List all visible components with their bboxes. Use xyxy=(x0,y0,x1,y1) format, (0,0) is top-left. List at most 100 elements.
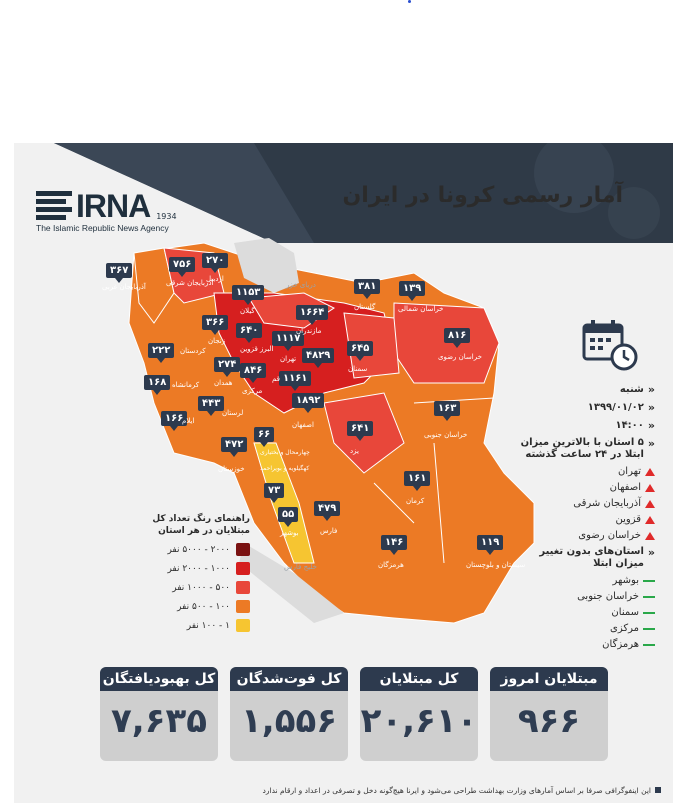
legend-label: ۱۰۰۰ - ۲۰۰۰ نفر xyxy=(167,563,230,574)
dash-icon xyxy=(643,595,655,598)
prov-label-sistan-baluchestan: سیستان و بلوچستان xyxy=(466,561,526,569)
chevron-icon: « xyxy=(647,546,655,559)
nochange-item: بوشهر xyxy=(612,575,639,586)
chevron-icon: « xyxy=(647,419,655,432)
prov-label-zanjan: زنجان xyxy=(208,337,226,345)
chevron-icon: « xyxy=(647,383,655,396)
header-banner xyxy=(54,143,673,243)
legend-swatch xyxy=(236,619,250,632)
info-time: ۱۴:۰۰ xyxy=(615,420,644,431)
legend-swatch xyxy=(236,581,250,594)
badge-mazandaran: ۱۶۶۴ xyxy=(296,305,329,325)
badge-zanjan: ۳۶۶ xyxy=(202,315,229,335)
legend-swatch xyxy=(236,543,250,556)
stat-value: ۲۰,۶۱۰ xyxy=(360,701,478,741)
prov-label-alborz: البرز xyxy=(260,345,274,353)
top5-item: اصفهان xyxy=(609,482,641,493)
prov-label-lorestan: لرستان xyxy=(222,409,244,417)
prov-label-fars: فارس xyxy=(320,527,338,535)
prov-label-east-azerbaijan: آذربایجان شرقی xyxy=(166,279,214,287)
prov-label-kohgiluyeh: کهگیلویه و بویراحمد xyxy=(260,465,310,472)
legend-label: ۱۰۰ - ۵۰۰ نفر xyxy=(177,601,230,612)
prov-label-chaharmahal: چهارمحال و بختیاری xyxy=(260,449,310,456)
dash-icon xyxy=(643,579,655,582)
top5-item: آذربایجان شرقی xyxy=(573,498,641,509)
badge-semnan: ۶۴۵ xyxy=(347,341,374,361)
badge-khuzestan: ۴۷۲ xyxy=(221,437,248,457)
badge-ardabil: ۲۷۰ xyxy=(202,253,229,273)
stat-label: کل مبتلایان xyxy=(360,667,478,691)
chevron-icon: « xyxy=(647,437,655,450)
arrow-up-icon xyxy=(645,483,655,492)
badge-fars: ۴۷۹ xyxy=(314,501,341,521)
info-day: شنبه xyxy=(619,384,644,395)
prov-label-yazd: یزد xyxy=(350,447,359,455)
stat-card-total-cases: کل مبتلایان ۲۰,۶۱۰ xyxy=(360,667,478,761)
stat-value: ۹۶۶ xyxy=(517,701,581,741)
top5-item: قزوین xyxy=(615,514,641,525)
badge-kerman: ۱۶۱ xyxy=(404,471,431,491)
prov-label-isfahan: اصفهان xyxy=(292,421,314,429)
badge-golestan: ۳۸۱ xyxy=(354,279,381,299)
square-bullet-icon xyxy=(655,787,661,793)
color-legend: راهنمای رنگ تعداد کل مبتلایان در هر استا… xyxy=(132,513,250,638)
stat-card-today: مبتلایان امروز ۹۶۶ xyxy=(490,667,608,761)
badge-khorasan-razavi: ۸۱۶ xyxy=(444,328,471,348)
stat-label: مبتلایان امروز xyxy=(490,667,608,691)
info-panel: «شنبه «۱۳۹۹/۰۱/۰۲ «۱۴:۰۰ «۵ استان با بال… xyxy=(505,383,655,655)
prov-label-qom: قم xyxy=(272,375,281,383)
chevron-icon: « xyxy=(647,401,655,414)
prov-label-hormozgan: هرمزگان xyxy=(378,561,404,569)
dash-icon xyxy=(643,627,655,630)
stat-label: کل فوت‌شدگان xyxy=(230,667,348,691)
nochange-item: هرمزگان xyxy=(602,639,639,650)
prov-label-gilan: گیلان xyxy=(240,307,255,315)
badge-tehran: ۴۸۲۹ xyxy=(302,348,335,368)
top5-item: تهران xyxy=(617,466,641,477)
badge-chaharmahal: ۶۶ xyxy=(254,427,275,447)
badge-gilan: ۱۱۵۳ xyxy=(232,285,265,305)
prov-label-south-khorasan: خراسان جنوبی xyxy=(424,431,468,439)
logo-bars-icon xyxy=(36,191,72,220)
badge-markazi: ۸۴۶ xyxy=(240,363,267,383)
badge-bushehr: ۵۵ xyxy=(278,507,299,527)
badge-hormozgan: ۱۴۶ xyxy=(381,535,408,555)
dash-icon xyxy=(643,611,655,614)
irna-logo: IRNA 1934 The Islamic Republic News Agen… xyxy=(36,188,186,233)
top-dot xyxy=(408,0,411,3)
infographic-poster: آمار رسمی کرونا در ایران IRNA 1934 The I… xyxy=(14,143,673,803)
badge-ilam: ۱۶۶ xyxy=(161,411,188,431)
badge-kurdistan: ۲۲۲ xyxy=(148,343,175,363)
stat-card-recovered: کل بهبودیافتگان ۷,۶۳۵ xyxy=(100,667,218,761)
footer-text: این اینفوگرافی صرفا بر اساس آمارهای وزار… xyxy=(262,786,651,795)
stat-value: ۷,۶۳۵ xyxy=(111,701,207,741)
badge-lorestan: ۴۴۳ xyxy=(198,396,225,416)
logo-brand: IRNA xyxy=(76,188,151,224)
nochange-item: مرکزی xyxy=(610,623,639,634)
arrow-up-icon xyxy=(645,467,655,476)
prov-label-kerman: کرمان xyxy=(406,497,425,505)
prov-label-west-azerbaijan: آذربایجان غربی xyxy=(102,283,146,291)
legend-label: ۲۰۰۰ - ۵۰۰۰ نفر xyxy=(167,544,230,555)
prov-label-markazi: مرکزی xyxy=(242,387,263,395)
prov-label-ilam: ایلام xyxy=(182,417,195,425)
iran-map xyxy=(128,238,535,624)
prov-label-tehran: تهران xyxy=(280,355,297,363)
dash-icon xyxy=(643,643,655,646)
badge-isfahan: ۱۸۹۲ xyxy=(292,393,325,413)
info-date: ۱۳۹۹/۰۱/۰۲ xyxy=(587,402,644,413)
prov-label-kermanshah: کرمانشاه xyxy=(172,381,200,389)
prov-label-khuzestan: خوزستان xyxy=(218,465,245,473)
stat-label: کل بهبودیافتگان xyxy=(100,667,218,691)
caspian-sea-label: دریای خزر xyxy=(286,281,316,289)
arrow-up-icon xyxy=(645,531,655,540)
legend-swatch xyxy=(236,600,250,613)
prov-label-qazvin: قزوین xyxy=(240,345,258,353)
badge-yazd: ۶۴۱ xyxy=(347,421,374,441)
badge-hamadan: ۲۷۴ xyxy=(214,357,241,377)
logo-year: 1934 xyxy=(156,212,177,221)
top5-title: ۵ استان با بالاترین میزان ابتلا در ۲۴ سا… xyxy=(520,437,644,460)
legend-title: راهنمای رنگ تعداد کل مبتلایان در هر استا… xyxy=(152,514,250,536)
prov-label-mazandaran: مازندران xyxy=(296,327,322,335)
stat-card-deaths: کل فوت‌شدگان ۱,۵۵۶ xyxy=(230,667,348,761)
